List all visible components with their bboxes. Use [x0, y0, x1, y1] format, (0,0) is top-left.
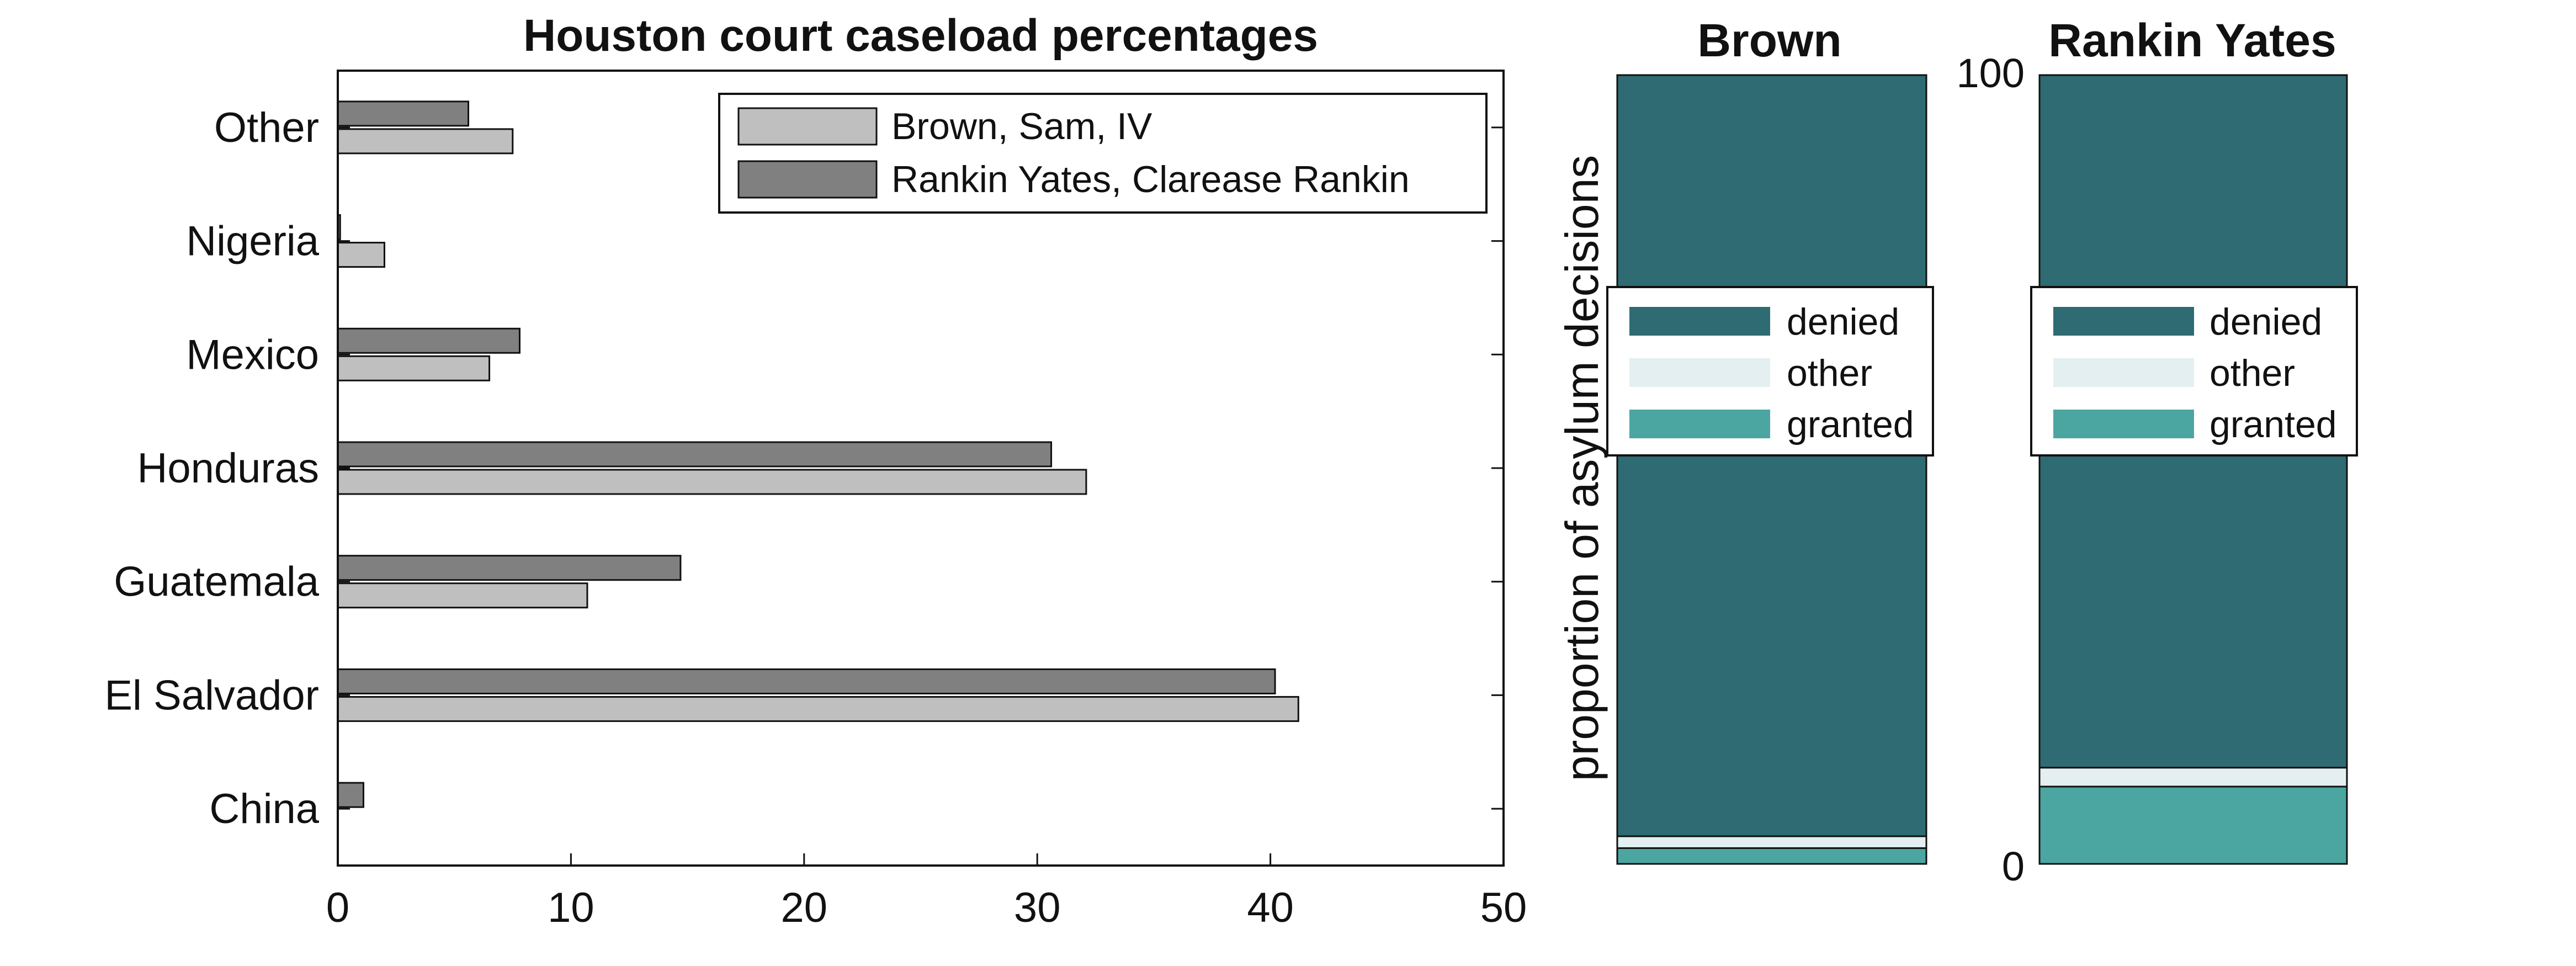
bar-brown-el-salvador — [337, 696, 1299, 722]
legend-swatch-granted — [1629, 410, 1770, 438]
bar-rankin-honduras — [337, 441, 1053, 468]
rankin-legend: denied other granted — [2030, 286, 2358, 457]
legend-swatch-granted — [2053, 410, 2194, 438]
bar-brown-nigeria — [337, 242, 385, 268]
legend-label-rankin: Rankin Yates, Clarease Rankin — [891, 158, 1410, 200]
bar-rankin-el-salvador — [337, 668, 1276, 694]
legend-label-other: other — [1787, 352, 1872, 394]
legend-swatch-denied — [1629, 307, 1770, 336]
y-tick-label: El Salvador — [104, 672, 319, 719]
legend-swatch-rankin — [737, 160, 878, 199]
legend-label-granted: granted — [1787, 404, 1914, 445]
y-axis-ticks: China El Salvador Guatemala Honduras Mexico N… — [104, 104, 1504, 832]
y-tick-label-100: 100 — [1957, 50, 2025, 96]
brown-title: Brown — [1697, 14, 1841, 66]
legend-swatch-denied — [2053, 307, 2194, 336]
y-tick-label: Mexico — [186, 331, 319, 378]
caseload-bar-chart: Houston court caseload percentages 0 10 20… — [104, 10, 1527, 931]
segment-granted — [1616, 847, 1927, 865]
legend-label-brown: Brown, Sam, IV — [891, 105, 1152, 147]
legend-swatch-brown — [737, 107, 878, 146]
y-tick-label: Honduras — [137, 445, 319, 492]
bar-brown-guatemala — [337, 582, 588, 609]
legend-label-denied: denied — [1787, 301, 1899, 343]
x-tick-label: 50 — [1480, 884, 1527, 931]
x-tick-label: 40 — [1247, 884, 1294, 931]
x-tick-label: 10 — [548, 884, 594, 931]
y-tick-label: China — [209, 785, 319, 832]
legend: Brown, Sam, IV Rankin Yates, Clarease Ra… — [718, 93, 1488, 214]
brown-decisions-chart: Brown proportion of asylum decisions den… — [1556, 14, 1934, 865]
bar-rankin-china — [337, 782, 364, 808]
rankin-decisions-chart: Rankin Yates 100 0 denied other granted — [1957, 14, 2358, 889]
bar-rankin-mexico — [337, 327, 520, 354]
bar-plot-area — [337, 100, 1299, 808]
segment-granted — [2038, 785, 2348, 865]
segment-other — [2038, 767, 2348, 788]
bar-brown-other — [337, 128, 514, 155]
bar-rankin-other — [337, 100, 470, 127]
legend-swatch-other — [1629, 358, 1770, 387]
legend-label-granted: granted — [2209, 404, 2337, 445]
brown-stacked-bar — [1616, 74, 1927, 865]
x-axis-ticks: 0 10 20 30 40 50 — [326, 853, 1527, 931]
y-tick-label: Guatemala — [114, 559, 319, 606]
brown-legend: denied other granted — [1606, 286, 1934, 457]
y-tick-label: Other — [214, 104, 319, 151]
rankin-stacked-bar — [2038, 74, 2348, 865]
bar-brown-honduras — [337, 469, 1087, 495]
legend-swatch-other — [2053, 358, 2194, 387]
x-tick-label: 20 — [781, 884, 828, 931]
bar-rankin-guatemala — [337, 555, 682, 581]
x-tick-label: 30 — [1014, 884, 1061, 931]
rankin-title: Rankin Yates — [2048, 14, 2336, 66]
y-axis-label: proportion of asylum decisions — [1556, 155, 1608, 782]
y-tick-label-0: 0 — [2002, 843, 2025, 889]
chart-title: Houston court caseload percentages — [523, 10, 1318, 61]
y-tick-label: Nigeria — [186, 218, 319, 265]
legend-label-other: other — [2209, 352, 2295, 394]
bar-brown-mexico — [337, 355, 491, 381]
legend-label-denied: denied — [2209, 301, 2322, 343]
x-tick-label: 0 — [326, 884, 349, 931]
segment-other — [1616, 835, 1927, 849]
